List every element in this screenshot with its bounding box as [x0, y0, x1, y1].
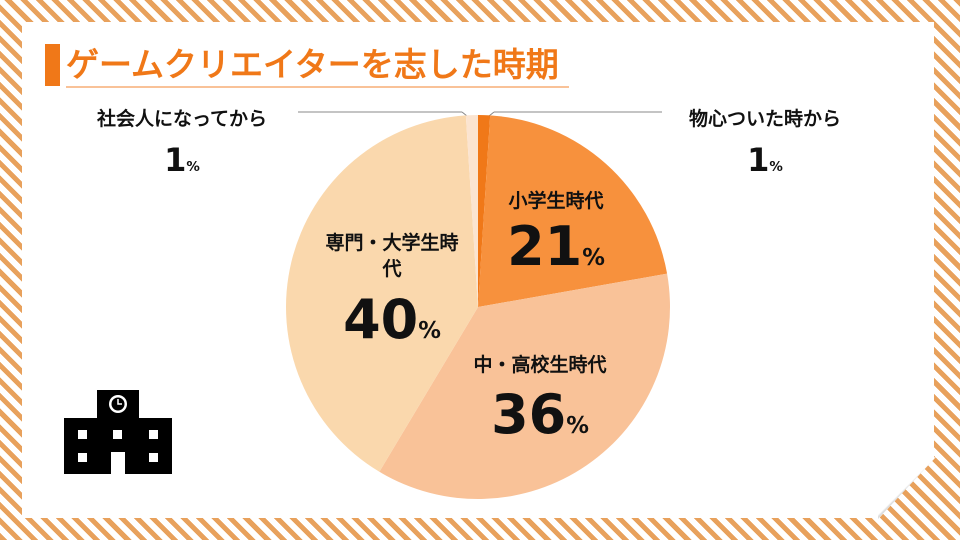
pie-slice	[478, 115, 491, 307]
pie-slice	[379, 273, 670, 499]
pie-slice	[478, 115, 668, 307]
school-icon	[64, 390, 172, 474]
slice-label: 専門・大学生時代	[325, 232, 459, 280]
slice-label: 中・高校生時代	[473, 354, 607, 376]
title-marker	[45, 44, 60, 86]
slice-label: 社会人になってから	[96, 108, 268, 130]
slice-label: 物心ついた時から	[688, 108, 841, 130]
value-label: 21%	[507, 215, 605, 278]
value-label: 40%	[343, 288, 441, 351]
pie-slice	[286, 115, 478, 472]
value-label: 36%	[491, 383, 589, 446]
value-label: 1%	[747, 141, 783, 179]
slice-label: 小学生時代	[508, 190, 604, 212]
chart-title: ゲームクリエイターを志した時期	[66, 44, 569, 88]
pie-slice	[465, 115, 478, 307]
value-label: 1%	[164, 141, 200, 179]
